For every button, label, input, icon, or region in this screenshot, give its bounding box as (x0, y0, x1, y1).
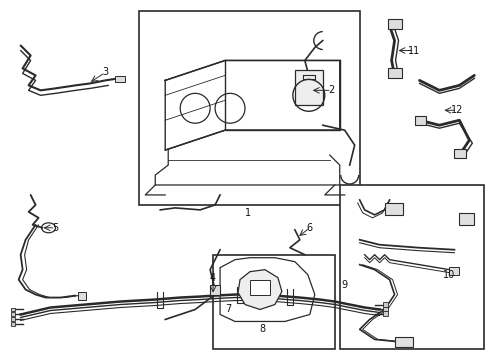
Polygon shape (238, 270, 281, 310)
Text: 8: 8 (258, 324, 264, 334)
FancyBboxPatch shape (387, 19, 401, 28)
FancyBboxPatch shape (453, 149, 466, 158)
FancyBboxPatch shape (387, 68, 401, 78)
Text: 7: 7 (224, 305, 231, 315)
FancyBboxPatch shape (11, 312, 15, 316)
FancyBboxPatch shape (210, 285, 220, 294)
FancyBboxPatch shape (339, 185, 483, 349)
Text: 11: 11 (407, 45, 420, 55)
Text: 2: 2 (328, 85, 334, 95)
Text: 12: 12 (450, 105, 463, 115)
FancyBboxPatch shape (115, 76, 125, 82)
Text: 4: 4 (210, 273, 216, 283)
FancyBboxPatch shape (382, 311, 387, 316)
FancyBboxPatch shape (249, 280, 269, 294)
FancyBboxPatch shape (382, 302, 387, 306)
Text: 5: 5 (52, 223, 59, 233)
FancyBboxPatch shape (458, 213, 473, 225)
FancyBboxPatch shape (448, 267, 458, 275)
FancyBboxPatch shape (294, 71, 322, 105)
FancyBboxPatch shape (11, 307, 15, 311)
FancyBboxPatch shape (394, 337, 412, 347)
FancyBboxPatch shape (414, 116, 426, 125)
Text: 9: 9 (341, 280, 347, 289)
Text: 1: 1 (244, 208, 250, 218)
FancyBboxPatch shape (213, 255, 334, 349)
Text: 6: 6 (306, 223, 312, 233)
FancyBboxPatch shape (382, 306, 387, 311)
Text: 3: 3 (102, 67, 108, 77)
FancyBboxPatch shape (139, 11, 359, 205)
FancyBboxPatch shape (11, 318, 15, 321)
FancyBboxPatch shape (11, 323, 15, 327)
Text: 10: 10 (443, 270, 455, 280)
FancyBboxPatch shape (384, 203, 402, 215)
FancyBboxPatch shape (78, 292, 86, 300)
